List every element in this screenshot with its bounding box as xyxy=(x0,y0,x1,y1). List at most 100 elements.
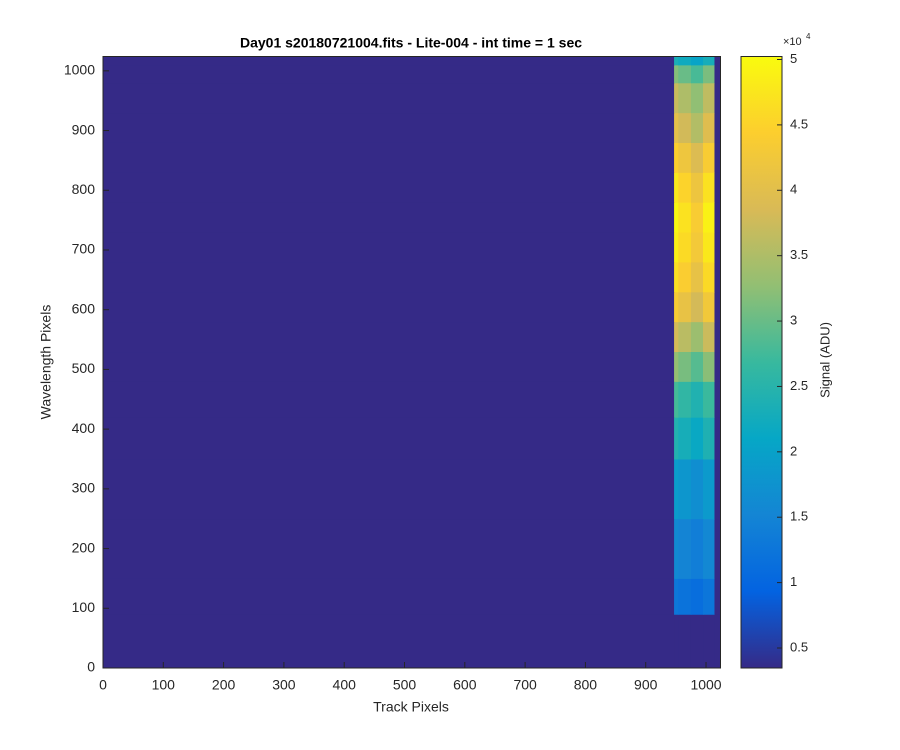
x-tick-label: 300 xyxy=(272,677,296,693)
x-tick-label: 700 xyxy=(513,677,537,693)
x-tick-label: 900 xyxy=(634,677,658,693)
heatmap-cell xyxy=(690,321,704,353)
y-tick-label: 500 xyxy=(72,360,96,376)
heatmap-cell xyxy=(103,172,675,203)
heatmap-cell xyxy=(703,458,715,520)
heatmap-cell xyxy=(678,417,692,460)
heatmap-cell xyxy=(103,64,675,84)
heatmap-cell xyxy=(690,142,704,173)
heatmap-cell xyxy=(674,321,679,353)
heatmap-cell xyxy=(703,518,715,579)
heatmap-cell xyxy=(690,458,704,520)
heatmap-cell xyxy=(703,291,715,323)
heatmap-cell xyxy=(678,351,692,382)
heatmap-cell xyxy=(690,64,704,84)
heatmap-cell xyxy=(703,64,715,84)
heatmap-cell xyxy=(714,578,721,615)
heatmap-cell xyxy=(714,518,721,579)
colorbar-tick-label: 1 xyxy=(790,574,797,589)
heatmap-cell xyxy=(703,56,715,66)
heatmap-cell xyxy=(714,291,721,323)
heatmap-cell xyxy=(103,614,675,669)
heatmap-cell xyxy=(714,458,721,520)
heatmap-cell xyxy=(690,82,704,114)
x-tick-label: 500 xyxy=(393,677,417,693)
heatmap-cell xyxy=(690,261,704,293)
heatmap-cell xyxy=(674,112,679,143)
heatmap-cell xyxy=(103,112,675,143)
y-axis-label: Wavelength Pixels xyxy=(38,305,54,420)
heatmap-cell xyxy=(703,417,715,460)
heatmap-cell xyxy=(714,142,721,173)
heatmap-cell xyxy=(690,417,704,460)
x-tick-label: 600 xyxy=(453,677,477,693)
y-tick-label: 100 xyxy=(72,599,96,615)
colorbar-label: Signal (ADU) xyxy=(817,322,832,398)
heatmap-cell xyxy=(674,232,679,263)
heatmap-cell xyxy=(678,321,692,353)
heatmap-cell xyxy=(690,381,704,418)
heatmap-cell xyxy=(103,518,675,579)
colorbar-exponent: 4 xyxy=(806,32,811,41)
heatmap-cell xyxy=(678,142,692,173)
heatmap-cell xyxy=(674,417,679,460)
colorbar-tick-label: 4 xyxy=(790,182,797,197)
heatmap-cell xyxy=(714,321,721,353)
heatmap-cell xyxy=(103,351,675,382)
heatmap-cell xyxy=(690,614,704,669)
heatmap-cell xyxy=(674,261,679,293)
heatmap-cell xyxy=(714,112,721,143)
heatmap-cell xyxy=(714,82,721,114)
colorbar-tick-label: 0.5 xyxy=(790,639,808,654)
x-tick-label: 1000 xyxy=(690,677,721,693)
heatmap-cell xyxy=(678,578,692,615)
y-tick-label: 200 xyxy=(72,539,96,555)
y-tick-label: 600 xyxy=(72,300,96,316)
heatmap-cell xyxy=(714,417,721,460)
heatmap-cell xyxy=(678,56,692,66)
axes-box xyxy=(102,56,721,669)
heatmap-cell xyxy=(678,291,692,323)
x-tick-label: 100 xyxy=(152,677,176,693)
heatmap-cell xyxy=(690,351,704,382)
heatmap-cell xyxy=(703,351,715,382)
heatmap-cell xyxy=(690,232,704,263)
heatmap-cell xyxy=(678,261,692,293)
heatmap-cell xyxy=(690,578,704,615)
colorbar-tick-label: 3 xyxy=(790,312,797,327)
y-tick-label: 400 xyxy=(72,420,96,436)
heatmap-cell xyxy=(714,381,721,418)
heatmap-cell xyxy=(103,142,675,173)
heatmap-cell xyxy=(674,458,679,520)
heatmap-cell xyxy=(674,64,679,84)
x-tick-label: 200 xyxy=(212,677,236,693)
heatmap-cell xyxy=(674,56,679,66)
heatmap-cell xyxy=(674,291,679,323)
heatmap-cell xyxy=(703,202,715,233)
heatmap-cell xyxy=(703,82,715,114)
x-tick-label: 400 xyxy=(333,677,357,693)
x-tick-label: 800 xyxy=(574,677,598,693)
y-tick-label: 800 xyxy=(72,181,96,197)
heatmap-cell xyxy=(674,614,679,669)
heatmap-cell xyxy=(703,232,715,263)
heatmap-cell xyxy=(703,321,715,353)
heatmap-cell xyxy=(690,172,704,203)
heatmap-cell xyxy=(703,261,715,293)
heatmap-cell xyxy=(714,232,721,263)
heatmap-cell xyxy=(714,64,721,84)
heatmap-cell xyxy=(678,381,692,418)
heatmap-cell xyxy=(103,82,675,114)
heatmap-cell xyxy=(674,172,679,203)
y-tick-label: 1000 xyxy=(64,62,95,78)
heatmap-cell xyxy=(678,64,692,84)
heatmap-cell xyxy=(674,82,679,114)
colorbar xyxy=(740,56,783,669)
heatmap-cell xyxy=(678,202,692,233)
heatmap-cell xyxy=(103,458,675,520)
heatmap-cell xyxy=(103,232,675,263)
heatmap-cell xyxy=(678,112,692,143)
heatmap-cell xyxy=(678,458,692,520)
heatmap-cell xyxy=(103,261,675,293)
